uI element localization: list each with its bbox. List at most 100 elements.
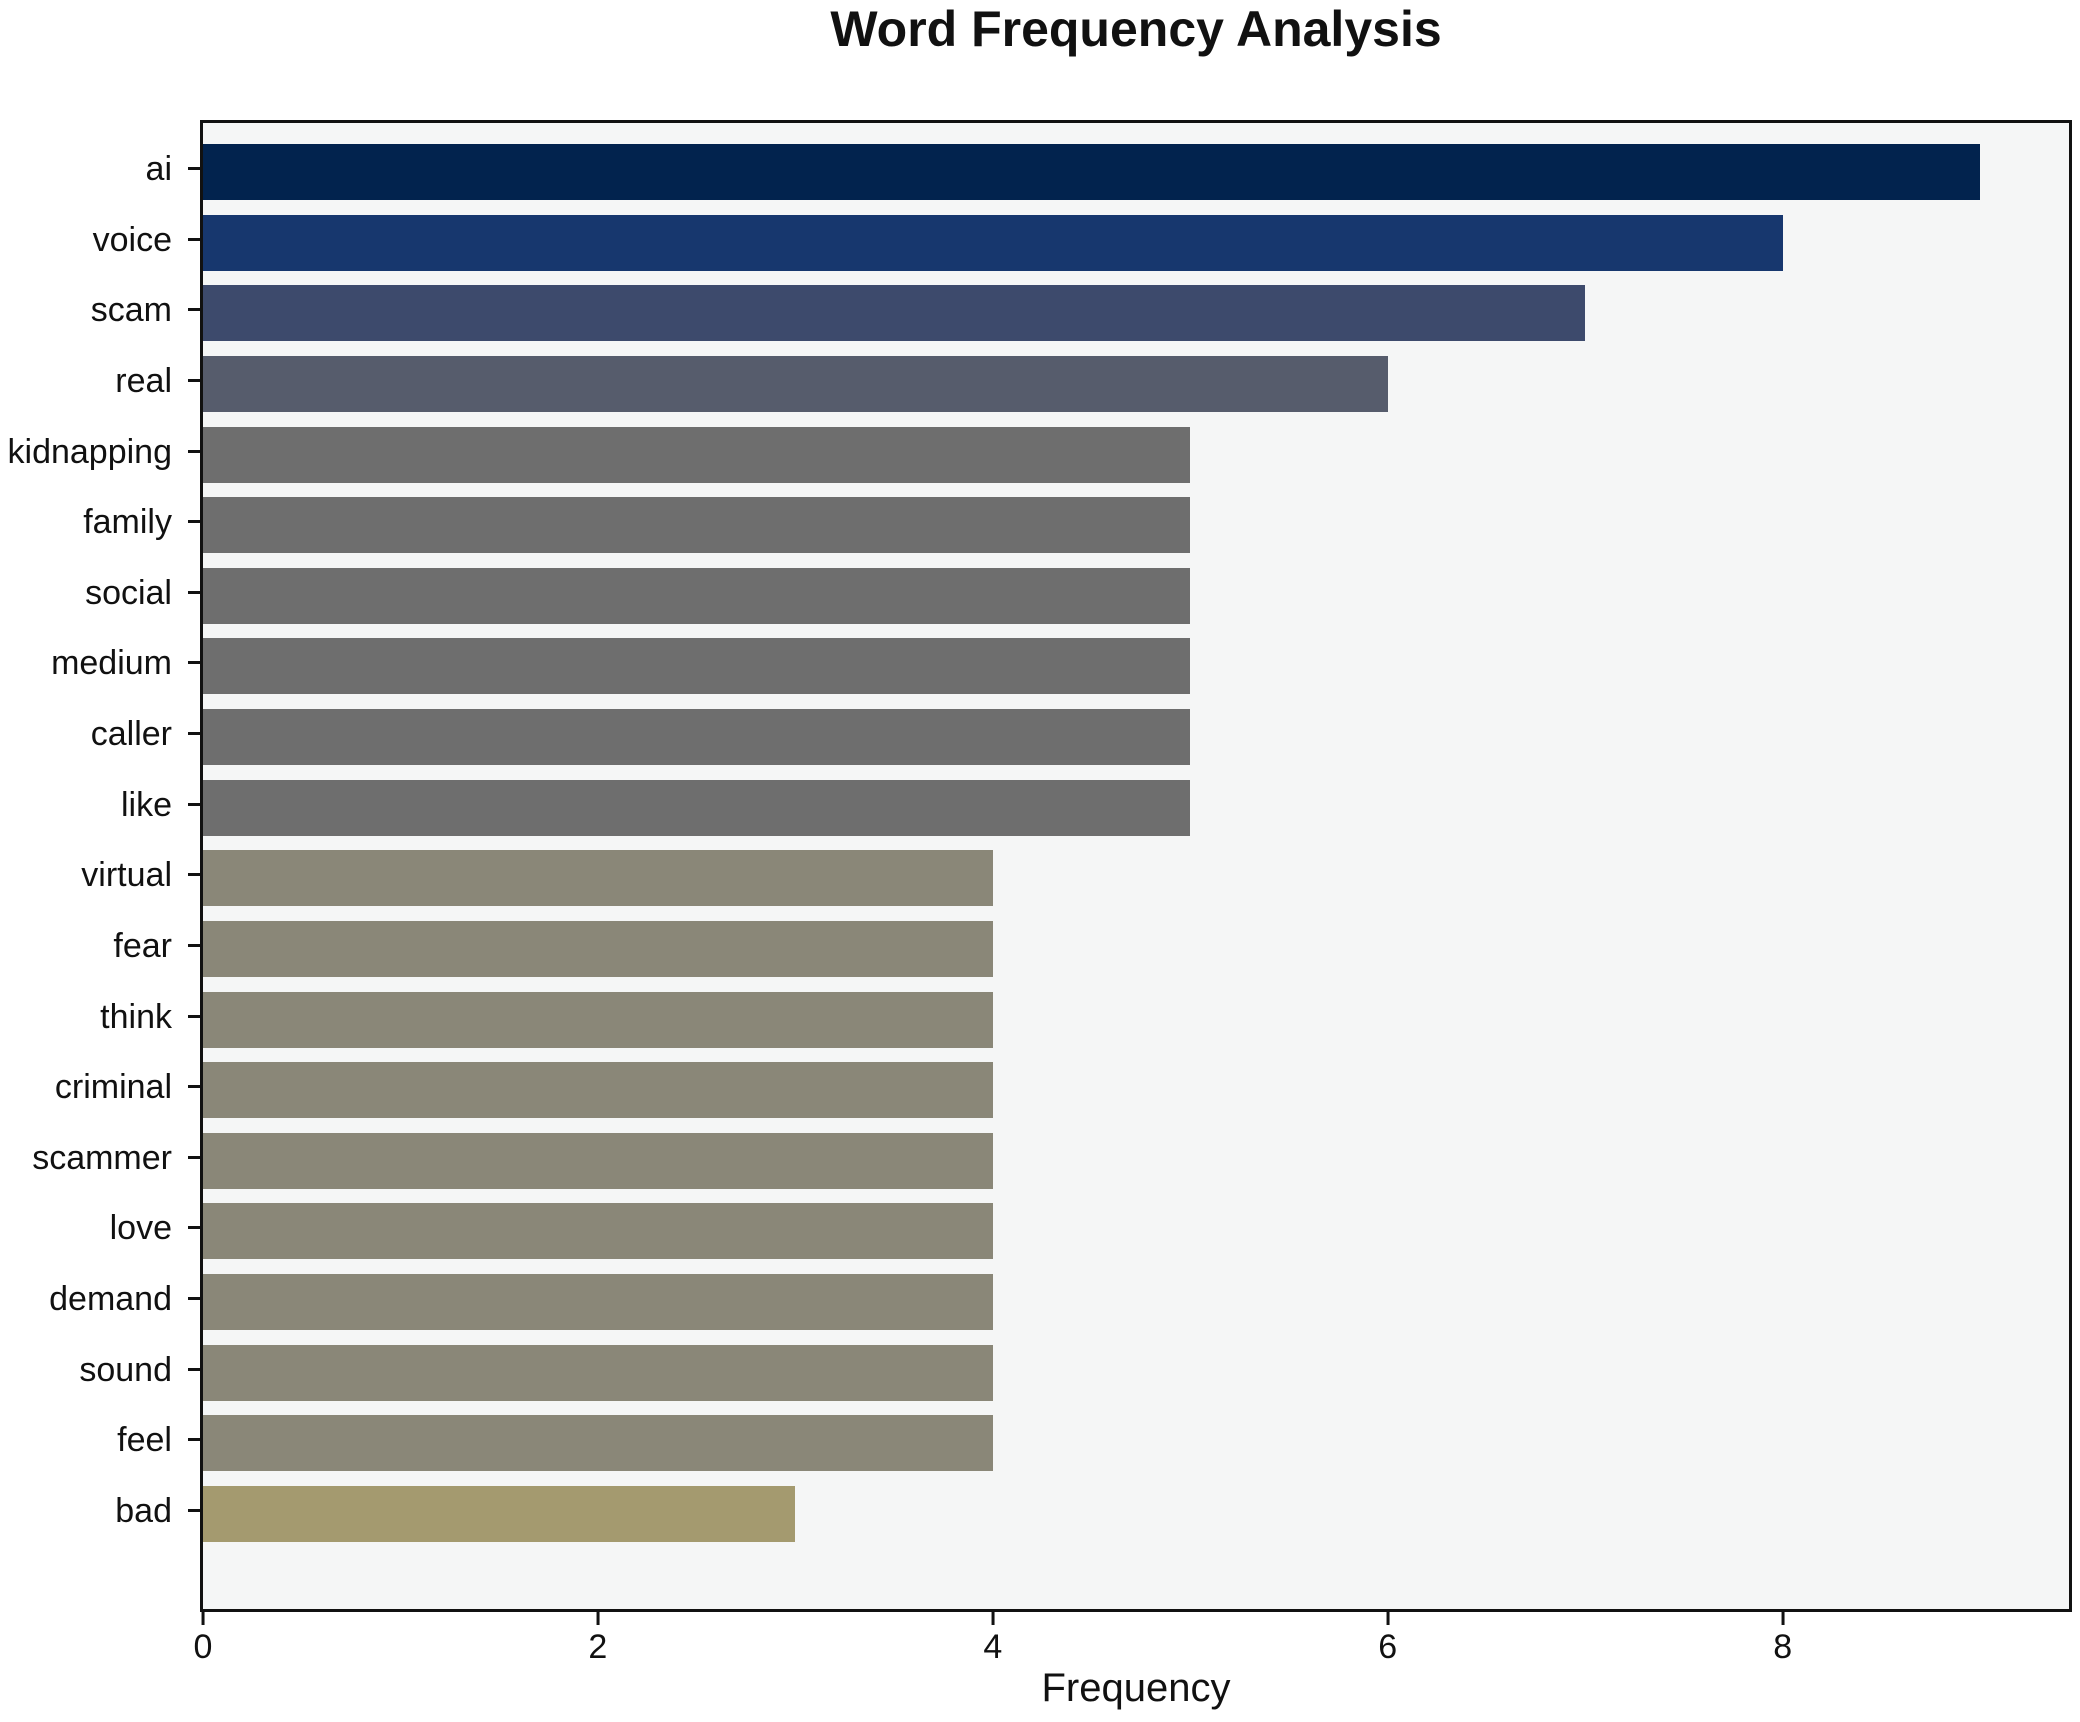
y-axis-label: social	[0, 565, 200, 621]
bar-sound	[203, 1344, 993, 1401]
y-axis-label: medium	[0, 635, 200, 691]
x-tick: 0	[193, 1612, 213, 1666]
y-axis-label: like	[0, 777, 200, 833]
y-axis-label: real	[0, 353, 200, 409]
x-tick: 6	[1378, 1612, 1397, 1664]
x-tick-mark	[1386, 1612, 1390, 1625]
x-tick-label: 6	[1378, 1628, 1398, 1666]
y-tick-mark	[188, 1155, 200, 1159]
bar-feel	[203, 1415, 993, 1472]
bar-series	[203, 144, 2069, 1542]
y-axis-label: fear	[0, 918, 200, 974]
y-tick-mark	[188, 943, 200, 947]
bar-caller	[203, 709, 1191, 765]
y-axis-label: criminal	[0, 1059, 200, 1115]
y-axis-label-text: family	[83, 503, 172, 542]
y-tick-mark	[188, 802, 200, 806]
y-tick-mark	[188, 1367, 200, 1371]
x-axis-ticks: 0 2 4 6 8	[194, 1612, 2069, 1682]
bar-scam	[203, 285, 1586, 342]
y-axis-label-text: social	[85, 573, 172, 612]
y-tick-mark	[188, 1297, 200, 1300]
y-axis-label-text: caller	[90, 715, 172, 753]
x-tick-label: 8	[1773, 1628, 1793, 1666]
y-tick-mark	[188, 1014, 200, 1018]
y-tick-mark	[188, 378, 200, 382]
y-tick-mark	[188, 661, 200, 665]
y-tick-mark	[188, 1226, 200, 1230]
bar-demand	[203, 1274, 993, 1330]
bar-social	[203, 567, 1191, 624]
y-tick-mark	[188, 1085, 200, 1089]
y-axis-label: family	[0, 494, 200, 550]
y-axis-label: think	[0, 989, 200, 1045]
x-tick-mark	[201, 1612, 205, 1625]
bar-fear	[203, 920, 993, 977]
bar-medium	[203, 638, 1191, 695]
y-axis-label-text: love	[109, 1209, 172, 1248]
x-tick-mark	[991, 1612, 995, 1625]
bar-criminal	[203, 1062, 993, 1119]
y-axis-label: demand	[0, 1271, 200, 1327]
y-tick-mark	[188, 1508, 200, 1512]
y-axis-label-text: scammer	[32, 1138, 172, 1177]
x-tick-label: 2	[588, 1628, 608, 1666]
y-tick-mark	[188, 520, 200, 524]
chart-title: Word Frequency Analysis	[830, 1, 1442, 57]
y-axis-label-text: kidnapping	[7, 432, 172, 471]
x-tick-mark	[596, 1612, 600, 1625]
y-axis-label-text: like	[120, 785, 172, 824]
bar-family	[203, 497, 1191, 554]
y-axis-label: virtual	[0, 847, 200, 903]
bar-real	[203, 355, 1388, 412]
y-tick-mark	[188, 590, 200, 594]
x-axis-label: Frequency	[1041, 1666, 1231, 1710]
y-axis-label: sound	[0, 1342, 200, 1398]
x-tick-mark	[1781, 1612, 1785, 1625]
y-axis-label-text: voice	[92, 220, 172, 259]
y-axis-label: feel	[0, 1412, 200, 1468]
y-axis-label-text: fear	[113, 926, 172, 965]
y-axis-label: bad	[0, 1483, 200, 1539]
bar-think	[203, 991, 993, 1048]
bar-kidnapping	[203, 426, 1191, 483]
y-axis-label: love	[0, 1200, 200, 1256]
y-axis-label-text: bad	[115, 1491, 172, 1530]
y-tick-mark	[188, 449, 200, 453]
y-axis-label-text: scam	[90, 291, 172, 330]
y-axis-label-text: think	[100, 997, 172, 1036]
bar-voice	[203, 214, 1783, 271]
y-axis-label-text: real	[115, 361, 172, 400]
y-axis-label: scammer	[0, 1130, 200, 1186]
x-tick-label: 0	[193, 1628, 213, 1666]
y-axis-label: kidnapping	[0, 424, 200, 480]
bar-virtual	[203, 850, 993, 907]
x-tick-label: 4	[983, 1628, 1003, 1666]
bar-scammer	[203, 1132, 993, 1189]
y-tick-mark	[188, 308, 200, 312]
y-axis-label-text: demand	[49, 1280, 172, 1318]
y-tick-mark	[188, 732, 200, 735]
bar-love	[203, 1203, 993, 1260]
y-axis-label-text: medium	[51, 644, 172, 683]
plot-area	[200, 120, 2072, 1612]
y-axis-label-text: ai	[145, 150, 172, 188]
y-tick-mark	[188, 873, 200, 877]
y-axis-label: voice	[0, 212, 200, 268]
y-axis-label-text: sound	[79, 1350, 172, 1389]
bar-ai	[203, 144, 1981, 200]
y-tick-mark	[188, 237, 200, 241]
x-tick: 2	[588, 1612, 607, 1664]
y-tick-mark	[188, 167, 200, 170]
x-tick: 4	[983, 1612, 1002, 1664]
y-tick-mark	[188, 1438, 200, 1442]
bar-bad	[203, 1485, 796, 1542]
y-axis-label-text: feel	[117, 1421, 172, 1460]
y-axis-label-text: virtual	[81, 856, 172, 895]
y-axis-label: caller	[0, 706, 200, 762]
x-tick: 8	[1773, 1612, 1792, 1664]
y-axis-labels: ai voice scam real kidnapping family social med…	[0, 141, 200, 1539]
bar-like	[203, 779, 1191, 836]
y-axis-label: scam	[0, 282, 200, 338]
